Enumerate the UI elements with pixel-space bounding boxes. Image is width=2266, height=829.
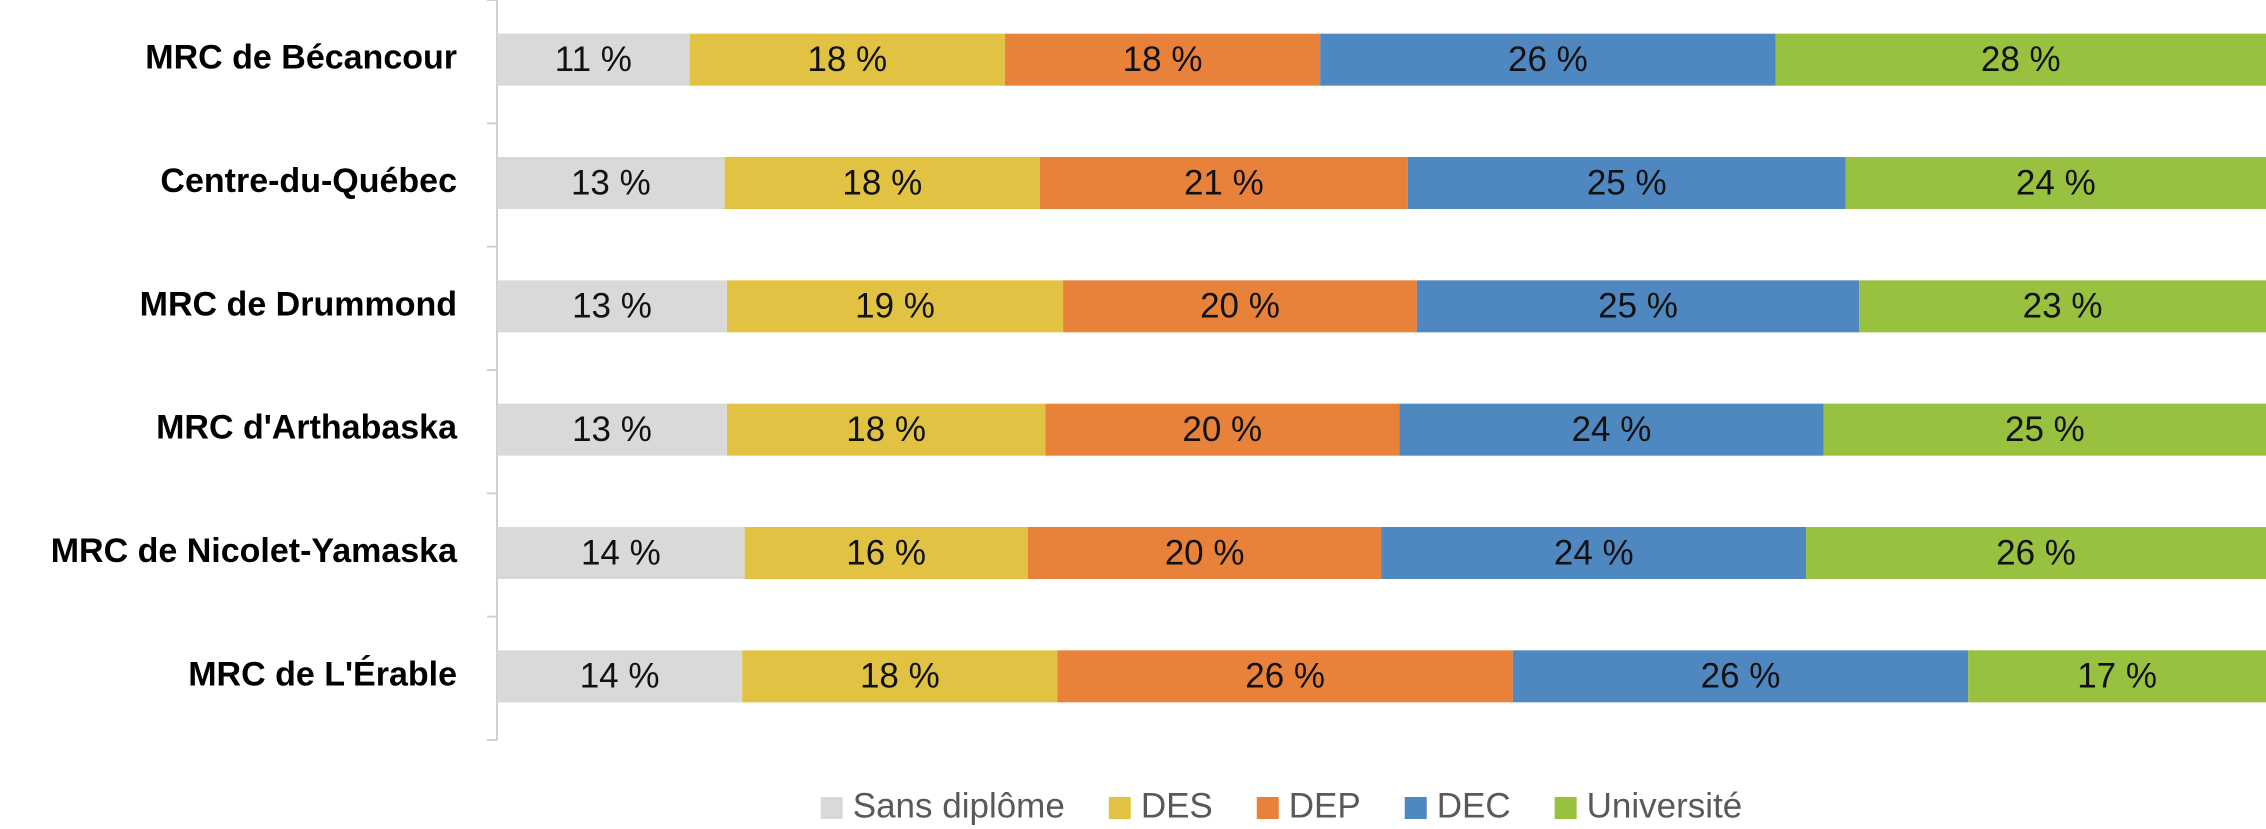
legend-label: Sans diplôme (853, 786, 1065, 825)
category-label: MRC de Bécancour (145, 39, 457, 77)
bar-segment (1823, 403, 2266, 456)
bar-segment (1416, 280, 1860, 333)
bar-segment (724, 157, 1040, 209)
bar-segment (726, 403, 1046, 456)
data-label: 18 % (807, 40, 887, 79)
data-label: 20 % (1200, 287, 1280, 326)
bar-segment (1045, 403, 1400, 456)
bar-segment (497, 527, 745, 579)
data-label: 13 % (572, 410, 652, 449)
bar-segment (1027, 527, 1382, 579)
bar-segment (1320, 33, 1776, 86)
data-label: 25 % (1587, 163, 1667, 202)
data-label: 18 % (860, 657, 940, 696)
bar-segment (497, 403, 727, 456)
data-label: 11 % (555, 40, 632, 79)
category-label: Centre-du-Québec (160, 162, 457, 200)
bar-segment (1859, 280, 2266, 333)
category-label: MRC de Nicolet-Yamaska (51, 532, 458, 570)
legend-label: DES (1141, 786, 1213, 825)
data-label: 18 % (846, 410, 926, 449)
data-label: 24 % (2016, 163, 2096, 202)
bar-segment (1057, 650, 1513, 703)
legend-swatch (1554, 797, 1577, 819)
bar-segment (1399, 403, 1824, 456)
bar-segment (726, 280, 1064, 333)
data-label: 26 % (1996, 533, 2076, 572)
data-label: 26 % (1701, 657, 1781, 696)
data-label: 24 % (1572, 410, 1652, 449)
data-label: 17 % (2077, 657, 2157, 696)
data-label: 21 % (1184, 163, 1264, 202)
legend-swatch (820, 797, 843, 819)
bar-segment (1004, 33, 1321, 86)
bar-segment (1806, 527, 2266, 579)
legend-label: Université (1587, 786, 1743, 825)
bar-segment (497, 650, 743, 703)
data-label: 16 % (846, 533, 926, 572)
bar-segment (744, 527, 1028, 579)
bar-segment (1845, 157, 2266, 209)
data-label: 28 % (1981, 40, 2061, 79)
bar-segment (689, 33, 1005, 86)
bar-segment (497, 157, 725, 209)
data-label: 23 % (2023, 287, 2103, 326)
data-label: 14 % (581, 533, 661, 572)
bar-segment (1407, 157, 1846, 209)
bar-segment (497, 280, 727, 333)
bar-segment (1775, 33, 2266, 86)
bar-segment (497, 33, 690, 86)
data-label: 20 % (1165, 533, 1245, 572)
data-label: 20 % (1182, 410, 1262, 449)
data-label: 25 % (1598, 287, 1678, 326)
legend-label: DEP (1289, 786, 1361, 825)
data-label: 24 % (1554, 533, 1634, 572)
bar-segment (1381, 527, 1807, 579)
data-label: 14 % (580, 657, 660, 696)
data-label: 18 % (842, 163, 922, 202)
data-label: 19 % (855, 287, 935, 326)
category-label: MRC de Drummond (140, 285, 457, 323)
bar-segment (1512, 650, 1969, 703)
data-label: 26 % (1508, 40, 1588, 79)
data-label: 13 % (572, 287, 652, 326)
data-label: 18 % (1123, 40, 1203, 79)
bar-segment (1063, 280, 1417, 333)
data-label: 26 % (1245, 657, 1325, 696)
data-label: 25 % (2005, 410, 2085, 449)
legend-swatch (1256, 797, 1279, 819)
legend-swatch (1404, 797, 1427, 819)
bar-segment (742, 650, 1058, 703)
legend-label: DEC (1437, 786, 1511, 825)
bar-segment (1039, 157, 1408, 209)
data-label: 13 % (571, 163, 651, 202)
bar-segment (1968, 650, 2266, 703)
category-label: MRC d'Arthabaska (156, 409, 458, 447)
category-label: MRC de L'Érable (188, 655, 457, 693)
legend-swatch (1108, 797, 1131, 819)
